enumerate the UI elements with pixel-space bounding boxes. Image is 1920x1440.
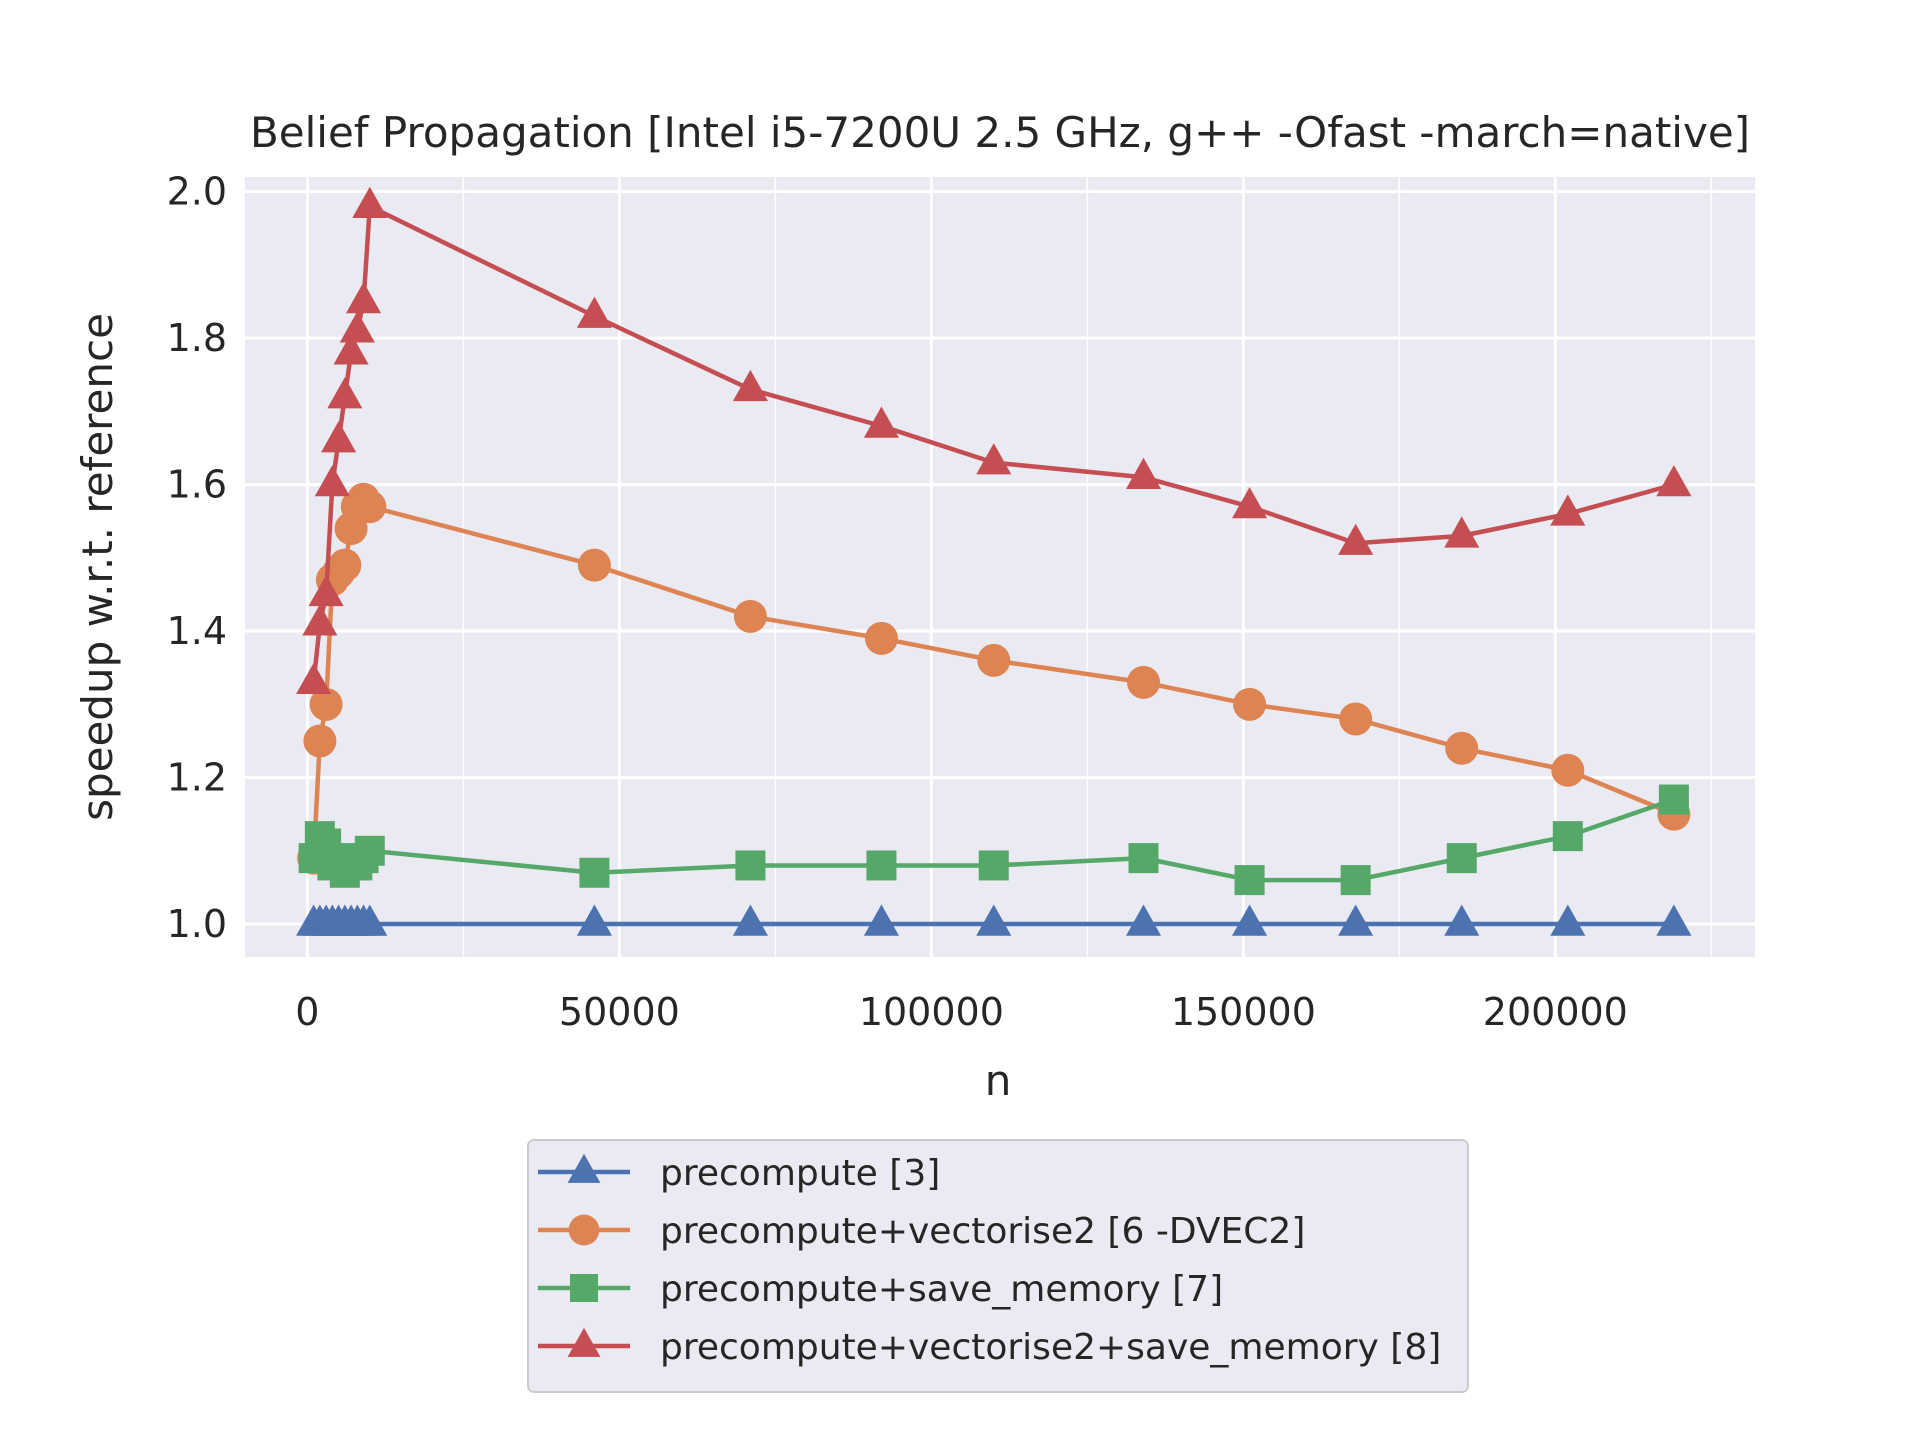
series-1 — [296, 904, 1692, 936]
data-point — [302, 604, 338, 636]
legend: precompute [3] precompute+vectorise2 [6 -… — [527, 1139, 1469, 1393]
x-tick-label: 100000 — [859, 990, 1004, 1034]
data-point — [1125, 904, 1162, 936]
data-point — [308, 574, 344, 607]
legend-marker — [570, 1274, 598, 1302]
chart-title: Belief Propagation [Intel i5-7200U 2.5 G… — [250, 108, 1750, 157]
data-point — [1340, 865, 1371, 896]
legend-entry: precompute+save_memory [7] — [538, 1269, 1223, 1310]
data-point — [1656, 904, 1692, 936]
data-point — [1339, 702, 1373, 736]
data-point — [863, 406, 899, 438]
data-point — [863, 904, 899, 936]
data-point — [352, 904, 388, 936]
data-point — [1232, 487, 1268, 519]
legend-label: precompute [3] — [660, 1153, 940, 1194]
series-4 — [296, 186, 1692, 695]
x-tick-label: 150000 — [1171, 990, 1316, 1034]
data-point — [354, 835, 385, 866]
data-point — [309, 687, 343, 721]
data-point — [1550, 494, 1586, 526]
data-point — [339, 311, 375, 343]
y-tick-label: 1.2 — [167, 756, 227, 800]
legend-entry: precompute+vectorise2+save_memory [8] — [538, 1327, 1441, 1368]
x-axis-label: n — [985, 1056, 1012, 1105]
data-point — [579, 857, 610, 888]
data-point — [333, 333, 369, 365]
data-point — [314, 465, 350, 497]
legend-entry: precompute+vectorise2 [6 -DVEC2] — [538, 1211, 1305, 1252]
data-point — [1232, 904, 1268, 936]
data-point — [1127, 665, 1161, 699]
data-point — [577, 548, 611, 582]
data-point — [576, 904, 612, 936]
y-tick-label: 1.6 — [167, 463, 227, 507]
data-point — [735, 850, 766, 881]
data-point — [1444, 516, 1480, 548]
y-tick-label: 1.8 — [167, 316, 227, 360]
x-tick-label: 200000 — [1483, 990, 1628, 1034]
x-tick-label: 0 — [295, 990, 319, 1034]
legend-entry: precompute [3] — [538, 1153, 940, 1194]
y-tick-label: 1.0 — [167, 902, 227, 946]
data-point — [328, 548, 362, 582]
data-point — [1552, 821, 1583, 852]
data-point — [327, 377, 363, 409]
data-point — [1658, 784, 1689, 815]
plot-area — [245, 177, 1755, 957]
data-point — [1125, 457, 1162, 489]
y-tick-label: 2.0 — [167, 170, 227, 214]
legend-marker — [567, 1327, 601, 1357]
data-point — [1234, 865, 1265, 896]
data-point — [978, 850, 1009, 881]
data-point — [976, 904, 1012, 936]
legend-box — [527, 1139, 1469, 1393]
data-point — [346, 282, 382, 314]
data-point — [353, 490, 387, 524]
data-point — [303, 724, 337, 758]
data-point — [1445, 731, 1479, 765]
tick-labels: 0 50000 100000 150000 200000 1.0 1.2 1.4 1.6 1.8 2… — [167, 170, 1628, 1034]
data-point — [977, 643, 1011, 677]
y-axis-label: speedup w.r.t. reference — [73, 313, 122, 821]
data-point — [1444, 904, 1480, 936]
data-point — [976, 443, 1012, 475]
legend-label: precompute+vectorise2 [6 -DVEC2] — [660, 1211, 1305, 1252]
legend-marker — [568, 1214, 600, 1246]
data-point — [864, 621, 898, 655]
data-point — [352, 186, 388, 218]
data-point — [1233, 687, 1267, 721]
data-point — [1550, 904, 1586, 936]
data-point — [733, 599, 767, 633]
data-point — [1551, 753, 1585, 787]
data-point — [1446, 843, 1477, 874]
data-point — [321, 421, 357, 453]
legend-label: precompute+vectorise2+save_memory [8] — [660, 1327, 1441, 1368]
legend-label: precompute+save_memory [7] — [660, 1269, 1223, 1310]
y-tick-label: 1.4 — [167, 609, 227, 653]
data-point — [1656, 465, 1692, 497]
data-point — [1128, 843, 1159, 874]
data-point — [732, 904, 768, 936]
legend-marker — [567, 1153, 601, 1183]
data-point — [1338, 904, 1374, 936]
data-point — [296, 662, 332, 695]
x-tick-label: 50000 — [559, 990, 680, 1034]
series-layer — [296, 186, 1692, 936]
data-point — [732, 369, 768, 402]
data-point — [576, 296, 612, 328]
data-point — [866, 850, 897, 881]
data-point — [1338, 523, 1374, 555]
series-3 — [298, 784, 1689, 896]
